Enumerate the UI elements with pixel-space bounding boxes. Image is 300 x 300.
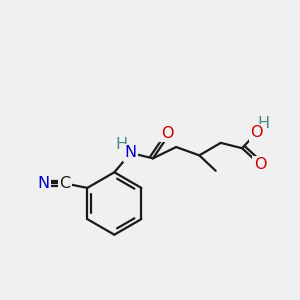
Text: H: H [257,116,269,131]
Text: N: N [124,146,137,160]
Text: O: O [250,125,263,140]
Text: O: O [254,158,266,172]
Text: H: H [115,137,127,152]
Text: C: C [59,176,70,191]
Text: O: O [161,126,173,141]
Text: N: N [38,176,50,191]
